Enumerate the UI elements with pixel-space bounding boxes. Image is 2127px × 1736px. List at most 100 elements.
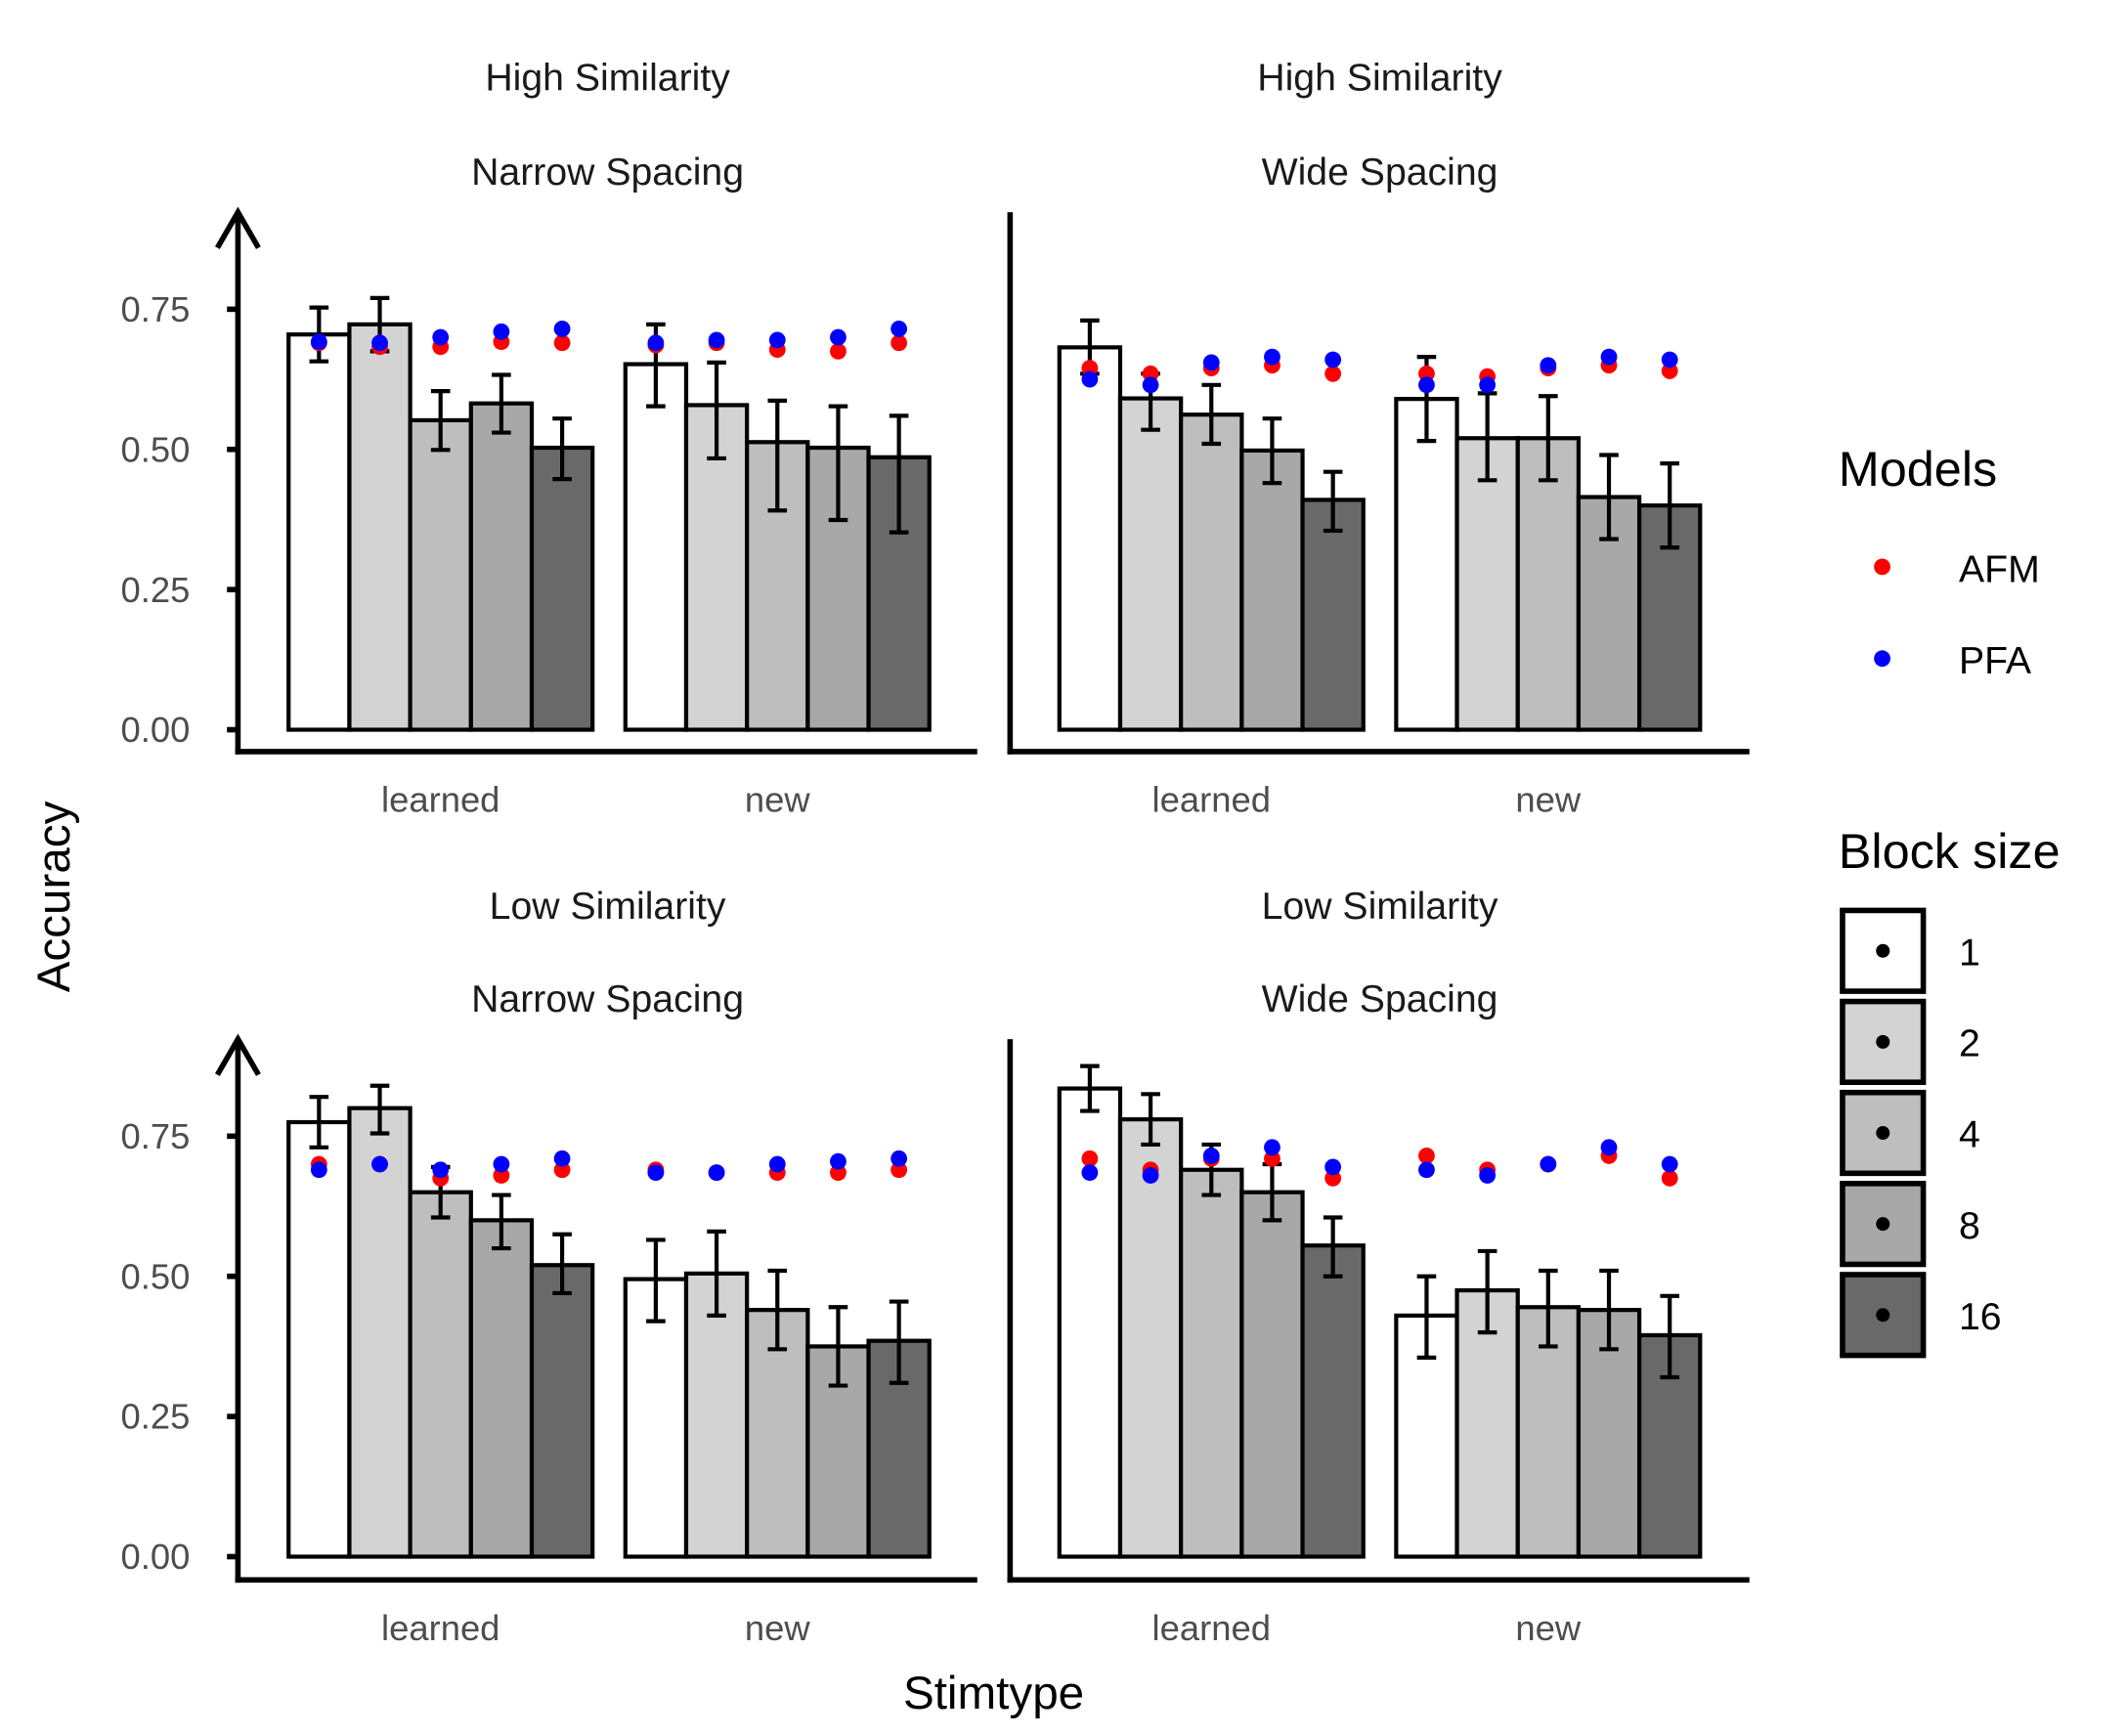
y-tick-label: 0.00: [121, 710, 191, 750]
panel-4: Low Similarity Wide Spacing learned new: [1007, 886, 1750, 1648]
bar-block-2: [1117, 1117, 1184, 1559]
legend-key-dot: [1876, 1217, 1890, 1232]
legend: Models Block size AFM PFA 1 2 4 8 16: [1839, 441, 2061, 1359]
point-pfa: [1324, 351, 1342, 369]
bar-block-8: [468, 1218, 535, 1559]
legend-key-dot: [1876, 1126, 1890, 1141]
legend-key-dot: [1876, 1308, 1890, 1323]
block-size-legend-title: Block size: [1839, 823, 2061, 879]
point-pfa: [890, 321, 908, 337]
y-tick-label: 0.50: [121, 429, 191, 469]
point-pfa: [432, 1161, 450, 1179]
point-pfa: [1081, 1164, 1099, 1182]
y-tick-label: 0.75: [121, 1116, 191, 1156]
panel-2: High Similarity Wide Spacing learned new: [1007, 57, 1750, 820]
x-tick-label: learned: [381, 780, 499, 820]
point-pfa: [1142, 1167, 1159, 1184]
point-pfa: [708, 1164, 725, 1182]
legend-label-block-1: 1: [1959, 932, 1980, 974]
strip-label: Wide Spacing: [1262, 978, 1498, 1020]
bar-block-2: [1454, 1287, 1520, 1559]
point-pfa: [830, 1152, 846, 1170]
point-pfa: [708, 331, 725, 349]
bar-block-16: [1300, 1243, 1366, 1559]
point-pfa: [1661, 351, 1678, 369]
point-pfa: [1600, 348, 1618, 366]
point-pfa: [647, 334, 665, 352]
x-tick-label: new: [1515, 780, 1581, 820]
point-pfa: [1540, 357, 1557, 374]
point-pfa: [371, 1155, 388, 1173]
point-pfa: [310, 333, 327, 351]
point-afm: [830, 342, 846, 360]
point-pfa: [1540, 1155, 1557, 1173]
point-pfa: [830, 328, 846, 346]
bar-block-4: [408, 1190, 473, 1559]
x-tick-label: learned: [1152, 1608, 1271, 1648]
y-tick-label: 0.25: [121, 570, 191, 610]
legend-label-pfa: PFA: [1959, 640, 2032, 682]
y-axis-arrow: [214, 206, 261, 249]
y-tick-label: 0.50: [121, 1256, 191, 1296]
point-pfa: [1081, 370, 1099, 388]
point-pfa: [1661, 1155, 1678, 1173]
point-pfa: [1479, 1167, 1497, 1184]
point-pfa: [1324, 1158, 1342, 1176]
point-pfa: [553, 321, 571, 337]
strip-label: Narrow Spacing: [471, 978, 744, 1020]
x-tick-label: learned: [381, 1608, 499, 1648]
y-axis-arrow: [214, 1033, 261, 1076]
legend-key-afm: [1874, 558, 1890, 576]
point-pfa: [1418, 376, 1435, 394]
strip-label: Low Similarity: [490, 886, 726, 928]
bar-block-1: [1394, 397, 1459, 732]
point-pfa: [768, 331, 786, 349]
y-tick-label: 0.00: [121, 1537, 191, 1577]
bar-block-16: [529, 445, 595, 732]
legend-key-dot: [1876, 1034, 1890, 1049]
legend-key-dot: [1876, 943, 1890, 958]
bar-block-4: [408, 417, 473, 732]
bar-block-1: [623, 362, 689, 732]
legend-label-block-8: 8: [1959, 1205, 1980, 1247]
panels: High Similarity Narrow Spacing 0.00 0.25 0.5…: [121, 57, 1750, 1648]
point-pfa: [1418, 1161, 1435, 1179]
point-pfa: [493, 1155, 510, 1173]
legend-key-pfa: [1874, 650, 1890, 668]
legend-label-afm: AFM: [1959, 548, 2040, 590]
point-pfa: [371, 334, 388, 352]
y-tick-label: 0.25: [121, 1397, 191, 1437]
point-pfa: [768, 1155, 786, 1173]
legend-label-block-4: 4: [1959, 1114, 1980, 1156]
point-afm: [1661, 1169, 1678, 1187]
point-pfa: [1202, 354, 1220, 371]
legend-label-block-16: 16: [1959, 1296, 2002, 1338]
point-pfa: [1202, 1148, 1220, 1164]
bar-block-2: [1117, 396, 1184, 732]
point-pfa: [493, 323, 510, 340]
strip-label: High Similarity: [1257, 57, 1502, 99]
point-afm: [1418, 1148, 1435, 1164]
models-legend-title: Models: [1839, 441, 1998, 497]
point-pfa: [890, 1150, 908, 1167]
y-tick-label: 0.75: [121, 289, 191, 329]
legend-key-block-2: [1840, 998, 1927, 1085]
bar-block-4: [1179, 1167, 1244, 1559]
bar-block-4: [1179, 412, 1244, 732]
bar-block-2: [347, 322, 412, 732]
strip-label: Low Similarity: [1262, 886, 1498, 928]
bar-block-16: [1300, 498, 1366, 732]
point-pfa: [1142, 376, 1159, 394]
point-pfa: [1600, 1139, 1618, 1156]
bar-block-8: [1239, 1190, 1305, 1559]
x-tick-label: learned: [1152, 780, 1271, 820]
bar-block-4: [1515, 436, 1582, 732]
bar-block-16: [529, 1263, 595, 1559]
legend-label-block-2: 2: [1959, 1023, 1980, 1065]
bar-block-1: [286, 332, 352, 732]
strip-label: Wide Spacing: [1262, 152, 1498, 194]
bar-block-8: [1239, 448, 1305, 732]
strip-label: Narrow Spacing: [471, 152, 744, 194]
point-afm: [890, 334, 908, 352]
